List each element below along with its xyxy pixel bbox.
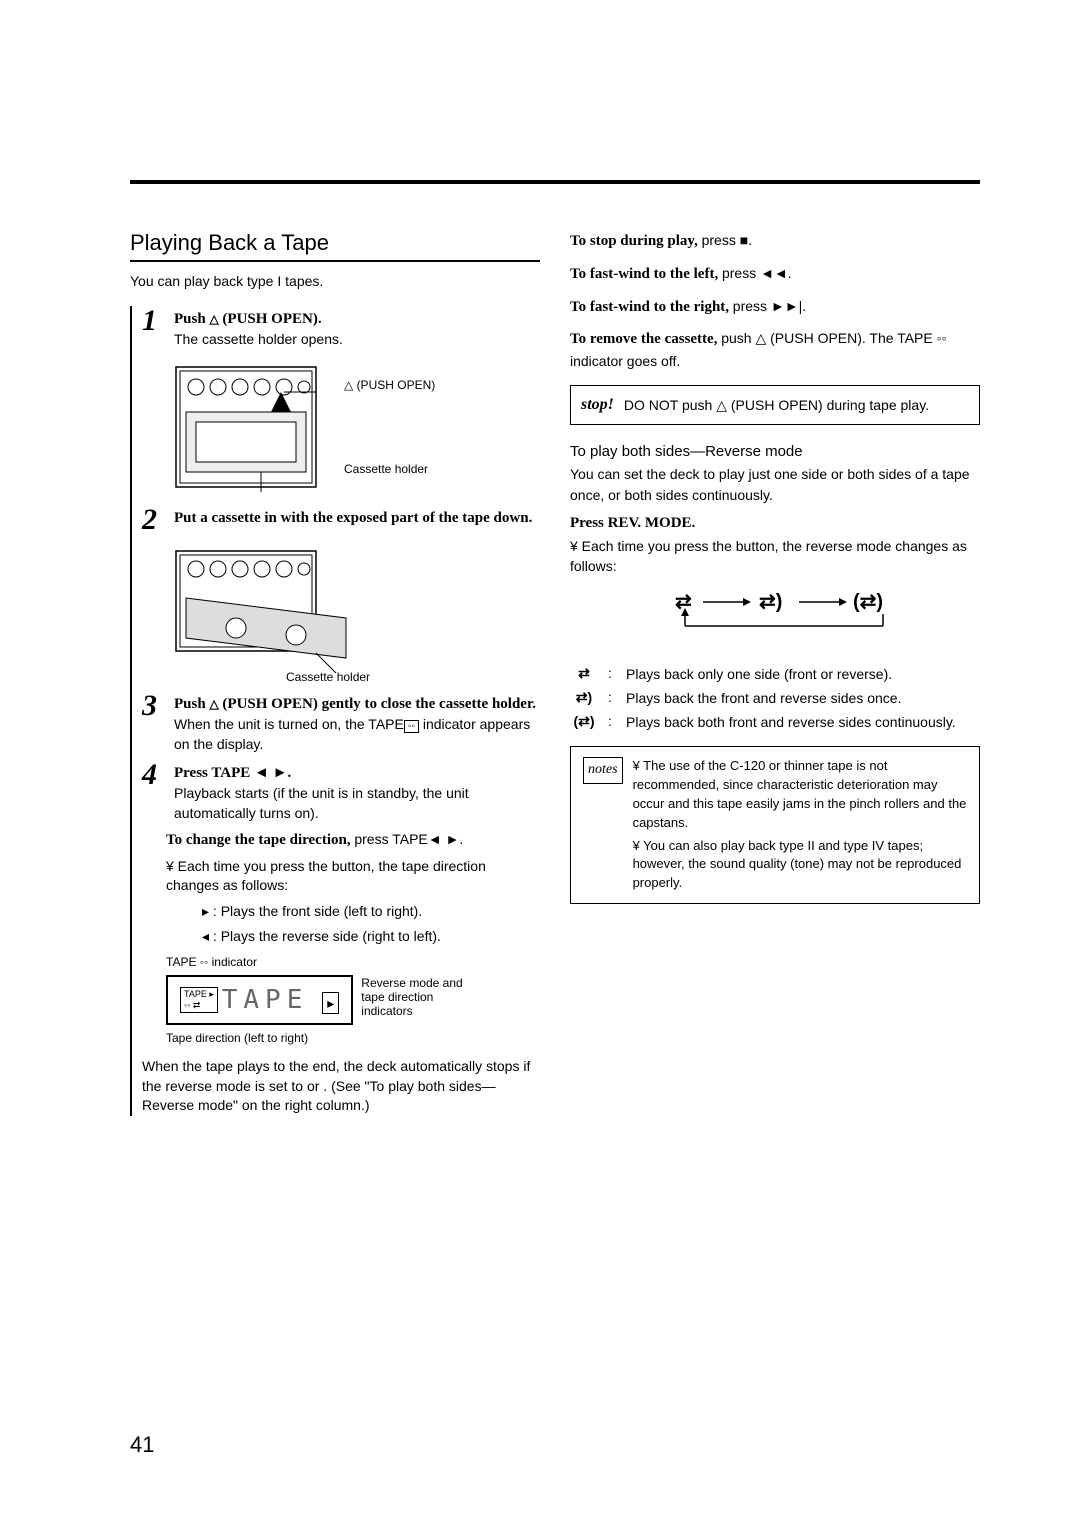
step-number: 2 <box>142 505 166 535</box>
illustration-2: Cassette holder <box>166 543 540 683</box>
stop-warning-box: stop! DO NOT push △ (PUSH OPEN) during t… <box>570 385 980 425</box>
reverse-mode-diagram: ⇄ ⇄) (⇄) <box>570 586 980 651</box>
change-dir-rest: press TAPE◄ ►. <box>354 831 463 847</box>
two-column-layout: Playing Back a Tape You can play back ty… <box>130 230 980 1116</box>
step-title: Press TAPE ◄ ►. <box>174 765 291 781</box>
rev-sym-1: ⇄ <box>570 665 598 682</box>
step-desc: When the unit is turned on, the TAPE◦◦ i… <box>174 715 540 754</box>
ff-right-bold: To fast-wind to the right, <box>570 299 733 315</box>
t: When the unit is turned on, the TAPE <box>174 716 404 732</box>
svg-text:⇄): ⇄) <box>759 591 782 613</box>
illustration-1: △ (PUSH OPEN) Cassette holder <box>166 357 540 497</box>
reverse-side-icon: ◂ <box>202 928 209 944</box>
tape-word: TAPE <box>222 985 309 1015</box>
step-title: Push △ (PUSH OPEN) gently to close the c… <box>174 696 536 712</box>
ff-right-rest: press ►►|. <box>733 298 806 314</box>
reverse-intro: You can set the deck to play just one si… <box>570 464 980 505</box>
rev-desc-1: Plays back only one side (front or rever… <box>626 665 980 685</box>
stop-rest: press ■. <box>702 232 752 248</box>
notes-box: notes ¥ The use of the C-120 or thinner … <box>570 746 980 904</box>
rev-sym-2: ⇄) <box>570 689 598 706</box>
ff-left-bold: To fast-wind to the left, <box>570 266 722 282</box>
remove-bold: To remove the cassette, <box>570 331 721 347</box>
reverse-title: To play both sides—Reverse mode <box>570 443 980 460</box>
stop-warning-text: DO NOT push △ (PUSH OPEN) during tape pl… <box>624 397 929 414</box>
press-rev-bullet: ¥ Each time you press the button, the re… <box>570 536 980 577</box>
note-1: ¥ The use of the C-120 or thinner tape i… <box>633 757 967 832</box>
eject-icon: △ <box>209 312 218 326</box>
cassette-deck-svg <box>166 357 336 497</box>
cassette-insert-svg: Cassette holder <box>166 543 376 683</box>
direction-icon: ▸ <box>322 992 339 1014</box>
change-dir-bold: To change the tape direction, <box>166 832 354 848</box>
top-rule <box>130 180 980 184</box>
indicator-display: TAPE ◦◦ indicator TAPE ▸◦◦ ⇄ TAPE ▸ Reve… <box>166 955 540 1045</box>
rev-desc-2: Plays back the front and reverse sides o… <box>626 689 980 709</box>
rev-sym-3: (⇄) <box>570 713 598 730</box>
press-rev-mode: Press REV. MODE. <box>570 515 980 532</box>
step-number: 3 <box>142 691 166 721</box>
step-desc: The cassette holder opens. <box>174 330 540 350</box>
t: (PUSH OPEN). <box>219 311 322 327</box>
reverse-mode-list: ⇄ : Plays back only one side (front or r… <box>570 665 980 732</box>
indicator-label-2: Reverse mode and tape direction indicato… <box>361 976 471 1018</box>
ff-left-rest: press ◄◄. <box>722 265 792 281</box>
step-desc: Playback starts (if the unit is in stand… <box>174 784 540 823</box>
step-block: 1 Push △ (PUSH OPEN). The cassette holde… <box>130 306 540 1116</box>
step-title: Put a cassette in with the exposed part … <box>174 510 532 526</box>
front-side-text: Plays the front side (left to right). <box>221 903 423 919</box>
step-number: 4 <box>142 760 166 790</box>
illus-label-holder: Cassette holder <box>286 670 370 683</box>
svg-text:⇄: ⇄ <box>675 591 692 613</box>
change-dir-bullet: ¥ Each time you press the button, the ta… <box>166 857 540 896</box>
t: (PUSH OPEN) gently to close the cassette… <box>219 696 536 712</box>
step-4: 4 Press TAPE ◄ ►. Playback starts (if th… <box>142 760 540 823</box>
notes-icon: notes <box>583 757 623 783</box>
step-number: 1 <box>142 306 166 336</box>
indicator-label-1: TAPE ◦◦ indicator <box>166 955 540 969</box>
step-3: 3 Push △ (PUSH OPEN) gently to close the… <box>142 691 540 754</box>
section-title: Playing Back a Tape <box>130 230 540 262</box>
rev-desc-3: Plays back both front and reverse sides … <box>626 713 980 733</box>
right-column: To stop during play, press ■. To fast-wi… <box>570 230 980 1116</box>
step-1: 1 Push △ (PUSH OPEN). The cassette holde… <box>142 306 540 350</box>
step-2: 2 Put a cassette in with the exposed par… <box>142 505 540 535</box>
left-column: Playing Back a Tape You can play back ty… <box>130 230 540 1116</box>
note-2: ¥ You can also play back type II and typ… <box>633 837 967 894</box>
tape-icon: ◦◦ <box>404 720 419 733</box>
stop-bold: To stop during play, <box>570 233 702 249</box>
tape-display-box: TAPE ▸◦◦ ⇄ TAPE ▸ <box>166 975 353 1025</box>
t: Push <box>174 311 209 327</box>
t: Push <box>174 696 209 712</box>
reverse-side-text: Plays the reverse side (right to left). <box>221 928 441 944</box>
stop-icon: stop! <box>581 396 614 414</box>
indicator-label-3: Tape direction (left to right) <box>166 1031 540 1045</box>
front-side-icon: ▸ <box>202 903 209 919</box>
step-title: Push △ (PUSH OPEN). <box>174 311 322 327</box>
eject-icon: △ <box>209 697 218 711</box>
illus-label-push-open: △ (PUSH OPEN) <box>344 378 435 392</box>
closing-text: When the tape plays to the end, the deck… <box>142 1057 540 1116</box>
intro-text: You can play back type I tapes. <box>130 272 540 292</box>
page-number: 41 <box>130 1432 154 1458</box>
illus-label-holder: Cassette holder <box>344 462 435 476</box>
svg-text:(⇄): (⇄) <box>853 591 883 613</box>
